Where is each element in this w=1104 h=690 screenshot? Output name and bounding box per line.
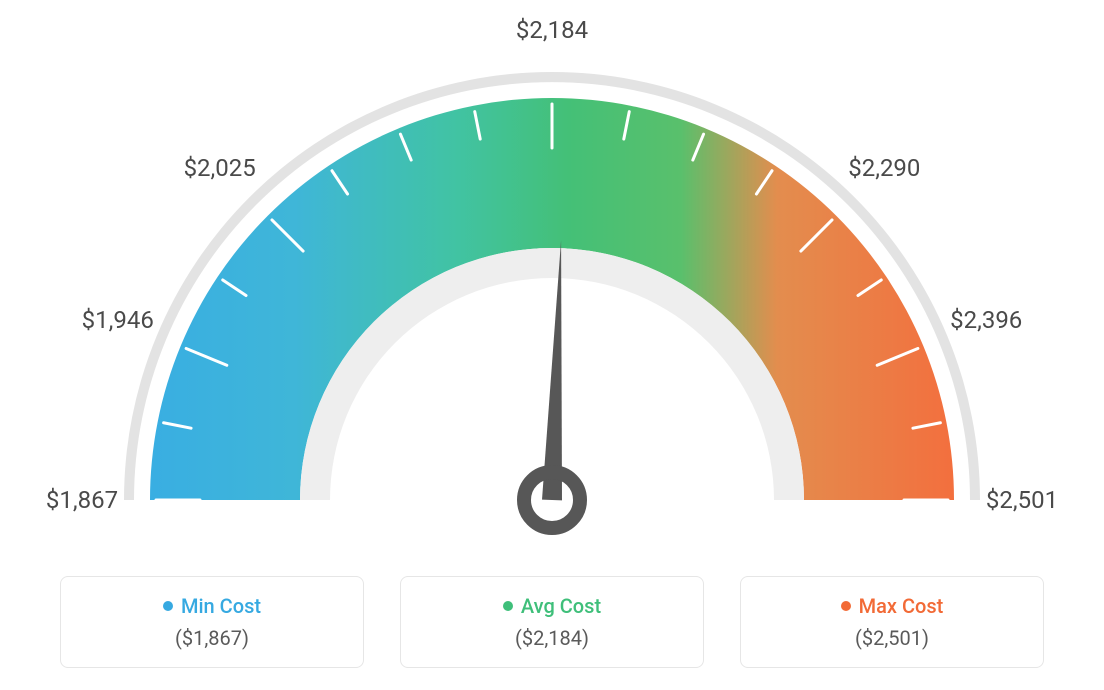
gauge-tick-label: $2,396 [950,306,1022,334]
gauge-tick-label: $1,867 [46,486,118,514]
legend-value-avg: ($2,184) [515,626,589,650]
gauge-tick-label: $2,290 [848,154,920,182]
dot-icon [503,601,513,611]
legend-title-text: Min Cost [181,594,261,618]
legend-title-max: Max Cost [841,594,944,618]
gauge-tick-label: $2,184 [516,16,588,44]
legend-title-text: Avg Cost [521,594,601,618]
legend-row: Min Cost ($1,867) Avg Cost ($2,184) Max … [60,576,1044,668]
dot-icon [163,601,173,611]
legend-title-avg: Avg Cost [503,594,601,618]
dot-icon [841,601,851,611]
legend-card-min: Min Cost ($1,867) [60,576,364,668]
chart-container: $1,867 $1,946 $2,025 $2,184 $2,290 $2,396 $2,5… [0,0,1104,690]
legend-card-max: Max Cost ($2,501) [740,576,1044,668]
legend-card-avg: Avg Cost ($2,184) [400,576,704,668]
gauge-svg [0,0,1104,560]
legend-value-min: ($1,867) [175,626,249,650]
legend-value-max: ($2,501) [855,626,929,650]
legend-title-min: Min Cost [163,594,261,618]
gauge-area: $1,867 $1,946 $2,025 $2,184 $2,290 $2,396 $2,5… [0,0,1104,560]
gauge-tick-label: $2,025 [184,154,256,182]
legend-title-text: Max Cost [859,594,944,618]
gauge-tick-label: $1,946 [82,306,154,334]
gauge-tick-label: $2,501 [986,486,1058,514]
